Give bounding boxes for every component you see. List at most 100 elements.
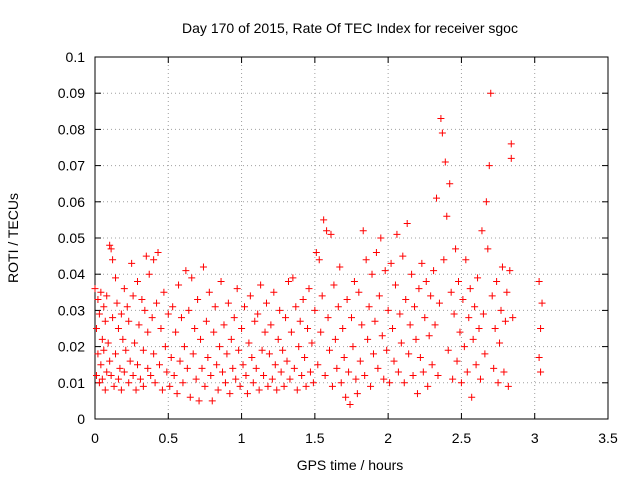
- data-point: [276, 306, 284, 314]
- data-point: [284, 277, 292, 285]
- data-point: [107, 372, 115, 380]
- data-point: [144, 364, 152, 372]
- data-point: [271, 361, 279, 369]
- data-point: [428, 361, 436, 369]
- data-point: [315, 256, 323, 264]
- data-point: [233, 285, 241, 293]
- data-point: [104, 339, 112, 347]
- data-point: [173, 390, 181, 398]
- data-point: [101, 317, 109, 325]
- data-point: [500, 368, 508, 376]
- data-point: [471, 303, 479, 311]
- data-point: [135, 321, 143, 329]
- data-point: [249, 379, 257, 387]
- data-point: [117, 386, 125, 394]
- data-point: [330, 281, 338, 289]
- data-point: [287, 328, 295, 336]
- x-tick-label: 3.5: [598, 430, 618, 446]
- data-point: [457, 379, 465, 387]
- data-point: [239, 361, 247, 369]
- data-point: [358, 321, 366, 329]
- data-point: [393, 230, 401, 238]
- data-point: [481, 350, 489, 358]
- data-point: [194, 296, 202, 304]
- data-point: [413, 390, 421, 398]
- data-point: [202, 317, 210, 325]
- data-point: [501, 317, 509, 325]
- data-point: [100, 346, 108, 354]
- data-point: [106, 357, 114, 365]
- data-point: [433, 194, 441, 202]
- data-point: [331, 335, 339, 343]
- data-point: [142, 252, 150, 260]
- data-point: [348, 314, 355, 322]
- data-point: [221, 379, 229, 387]
- data-point: [243, 390, 251, 398]
- data-point: [261, 328, 269, 336]
- data-point: [349, 343, 357, 351]
- data-point: [396, 310, 404, 318]
- data-point: [279, 346, 287, 354]
- data-point: [112, 350, 120, 358]
- data-point: [409, 372, 417, 380]
- data-point: [220, 321, 228, 329]
- y-tick-label: 0.02: [58, 339, 85, 355]
- data-point: [504, 382, 512, 390]
- data-point: [217, 277, 225, 285]
- data-point: [242, 372, 250, 380]
- data-point: [126, 357, 134, 365]
- data-point: [488, 292, 496, 300]
- data-point: [197, 335, 205, 343]
- data-point: [289, 274, 297, 282]
- data-point: [151, 379, 159, 387]
- data-point: [109, 256, 117, 264]
- data-point: [214, 386, 222, 394]
- x-axis-label: GPS time / hours: [297, 457, 404, 473]
- data-point: [292, 303, 300, 311]
- data-point: [195, 397, 203, 405]
- x-tick-label: 0.5: [159, 430, 179, 446]
- data-point: [186, 393, 194, 401]
- data-point: [454, 277, 462, 285]
- data-point: [305, 285, 313, 293]
- data-point: [342, 393, 350, 401]
- data-point: [371, 317, 379, 325]
- data-point: [485, 162, 493, 170]
- data-point: [421, 314, 429, 322]
- y-axis-label: ROTI / TECUs: [5, 193, 21, 283]
- data-point: [506, 267, 514, 275]
- data-point: [283, 357, 291, 365]
- data-point: [367, 382, 375, 390]
- data-point: [114, 325, 122, 332]
- data-point: [265, 350, 273, 358]
- data-point: [280, 382, 288, 390]
- data-point: [459, 296, 467, 304]
- data-point: [189, 350, 197, 358]
- data-point: [141, 306, 149, 314]
- data-point: [120, 368, 128, 376]
- data-point: [324, 314, 332, 322]
- data-point: [112, 274, 120, 282]
- data-point: [145, 270, 153, 278]
- x-tick-label: 1: [238, 430, 246, 446]
- data-point: [507, 154, 515, 162]
- data-point: [402, 296, 410, 304]
- data-point: [290, 364, 298, 372]
- data-point: [229, 364, 237, 372]
- data-point: [160, 288, 168, 296]
- data-point: [394, 368, 402, 376]
- data-point: [378, 332, 386, 340]
- data-point: [101, 386, 109, 394]
- data-point: [430, 267, 438, 275]
- data-point: [498, 263, 506, 271]
- data-point: [180, 343, 188, 351]
- data-point: [320, 216, 328, 224]
- x-tick-label: 1.5: [305, 430, 325, 446]
- data-point: [386, 379, 394, 387]
- data-point: [144, 328, 152, 336]
- data-point: [328, 382, 336, 390]
- data-point: [339, 325, 347, 332]
- data-point: [262, 299, 270, 307]
- data-point: [182, 267, 190, 275]
- data-point: [350, 277, 358, 285]
